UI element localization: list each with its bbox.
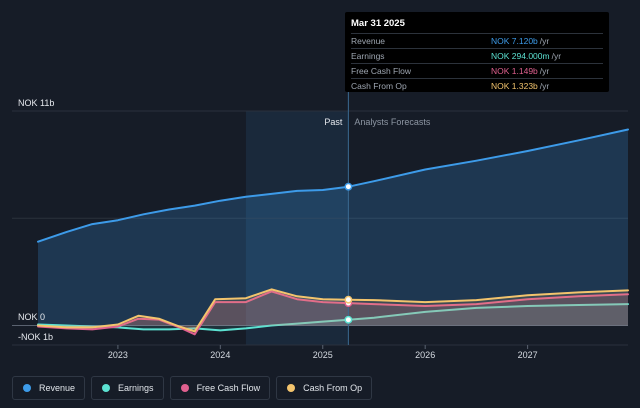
series-layer (37, 128, 629, 336)
revenue-area (38, 129, 628, 326)
tooltip-value: NOK 294.000m (491, 51, 550, 61)
tooltip-row-cash-from-op: Cash From Op NOK 1.323b /yr (351, 78, 603, 93)
tooltip-unit: /yr (539, 36, 550, 46)
earnings-marker (344, 315, 353, 324)
legend: Revenue Earnings Free Cash Flow Cash Fro… (12, 376, 373, 400)
tooltip-label: Revenue (351, 36, 386, 46)
legend-dot-icon (287, 384, 296, 392)
tooltip: Mar 31 2025 Revenue NOK 7.120b /yr Earni… (345, 12, 609, 92)
tooltip-date: Mar 31 2025 (351, 18, 405, 29)
free-cash-flow-area (38, 291, 628, 335)
cash-from-op-line (37, 288, 629, 333)
tooltip-unit: /yr (539, 66, 550, 76)
x-tick-label: 2025 (313, 350, 333, 360)
x-tick-label: 2027 (518, 350, 538, 360)
y-label-zero: NOK 0 (18, 312, 45, 322)
legend-dot-icon (180, 384, 189, 392)
legend-label: Cash From Op (303, 383, 363, 393)
cash-from-op-marker (344, 295, 353, 304)
x-tick-label: 2023 (108, 350, 128, 360)
past-shade (245, 111, 349, 345)
forecast-label: Analysts Forecasts (354, 117, 431, 127)
x-axis-ticks: 2023 2024 2025 2026 2027 (108, 345, 538, 360)
x-tick-label: 2026 (415, 350, 435, 360)
legend-label: Free Cash Flow (196, 383, 261, 393)
tooltip-value: NOK 7.120b (491, 36, 538, 46)
legend-dot-icon (23, 384, 31, 392)
past-label: Past (324, 117, 343, 127)
y-label-bottom: -NOK 1b (18, 332, 53, 342)
revenue-marker (344, 182, 353, 191)
legend-label: Earnings (118, 383, 154, 393)
tooltip-value: NOK 1.323b (491, 81, 538, 91)
free-cash-flow-line (37, 290, 629, 336)
chart-area: NOK 11b NOK 0 -NOK 1b Past Analysts Fore… (12, 12, 629, 360)
revenue-line (37, 128, 629, 243)
legend-item-earnings[interactable]: Earnings (91, 376, 164, 400)
tooltip-unit: /yr (551, 51, 562, 61)
legend-item-free-cash-flow[interactable]: Free Cash Flow (169, 376, 271, 400)
marker-layer (344, 182, 353, 324)
x-tick-label: 2024 (210, 350, 230, 360)
tooltip-label: Cash From Op (351, 81, 407, 91)
tooltip-row-earnings: Earnings NOK 294.000m /yr (351, 48, 603, 63)
tooltip-label: Earnings (351, 51, 385, 61)
legend-item-revenue[interactable]: Revenue (12, 376, 86, 400)
tooltip-label: Free Cash Flow (351, 66, 411, 76)
tooltip-unit: /yr (539, 81, 550, 91)
y-label-top: NOK 11b (18, 98, 54, 108)
legend-item-cash-from-op[interactable]: Cash From Op (276, 376, 373, 400)
tooltip-value: NOK 1.149b (491, 66, 538, 76)
tooltip-row-free-cash-flow: Free Cash Flow NOK 1.149b /yr (351, 63, 603, 78)
legend-dot-icon (102, 384, 111, 392)
legend-label: Revenue (39, 383, 76, 393)
tooltip-row-revenue: Revenue NOK 7.120b /yr (351, 33, 603, 48)
earnings-area (38, 304, 628, 331)
